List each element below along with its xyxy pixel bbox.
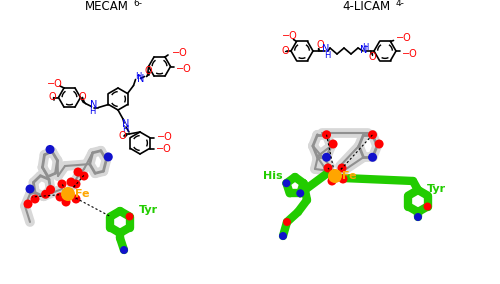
Text: O: O <box>144 66 152 76</box>
Circle shape <box>324 164 332 172</box>
Text: O: O <box>316 40 324 50</box>
Circle shape <box>56 193 64 202</box>
Text: N: N <box>322 44 330 54</box>
Text: −O: −O <box>156 145 172 154</box>
Text: −O: −O <box>176 64 192 74</box>
Circle shape <box>72 179 80 189</box>
Text: H: H <box>136 72 141 81</box>
Circle shape <box>26 185 35 193</box>
Circle shape <box>74 168 82 176</box>
Text: N: N <box>360 45 368 55</box>
Text: H: H <box>90 107 96 116</box>
Circle shape <box>104 153 113 161</box>
Circle shape <box>414 213 422 221</box>
Text: O: O <box>281 46 289 56</box>
Text: −O: −O <box>156 131 172 141</box>
Text: 6-: 6- <box>133 0 142 7</box>
Circle shape <box>296 189 304 197</box>
Circle shape <box>282 179 290 187</box>
Circle shape <box>279 232 287 240</box>
Circle shape <box>80 172 88 181</box>
Text: H: H <box>324 51 330 60</box>
Circle shape <box>328 139 338 149</box>
Circle shape <box>120 246 128 254</box>
Text: O: O <box>48 93 56 103</box>
Circle shape <box>61 187 75 201</box>
Text: MECAM: MECAM <box>85 0 129 12</box>
Text: O: O <box>368 52 376 62</box>
Text: N: N <box>137 74 144 85</box>
Circle shape <box>24 199 32 208</box>
Circle shape <box>424 202 432 210</box>
Circle shape <box>46 185 55 194</box>
Circle shape <box>328 169 342 183</box>
Circle shape <box>30 195 40 204</box>
Circle shape <box>126 212 134 220</box>
Text: O: O <box>78 91 86 101</box>
Text: Fe: Fe <box>75 189 89 199</box>
Text: H: H <box>362 43 368 51</box>
Circle shape <box>62 197 70 206</box>
Text: H: H <box>122 124 128 133</box>
Circle shape <box>322 153 331 162</box>
Text: Tyr: Tyr <box>138 205 158 215</box>
Text: His: His <box>263 171 283 181</box>
Text: Tyr: Tyr <box>426 184 446 194</box>
Circle shape <box>338 174 347 183</box>
Text: N: N <box>90 101 97 110</box>
Text: 4-LICAM: 4-LICAM <box>342 0 390 12</box>
Circle shape <box>328 176 336 185</box>
Text: Fe: Fe <box>342 171 356 181</box>
Circle shape <box>338 164 346 172</box>
Circle shape <box>58 179 66 189</box>
Text: −O: −O <box>172 48 188 58</box>
Text: N: N <box>122 119 130 129</box>
Circle shape <box>374 139 384 149</box>
Text: 4-: 4- <box>396 0 405 7</box>
Text: O: O <box>118 131 126 141</box>
Circle shape <box>368 153 377 162</box>
Text: −O: −O <box>402 49 418 59</box>
Circle shape <box>66 178 76 187</box>
Circle shape <box>46 145 54 154</box>
Circle shape <box>368 130 377 139</box>
Circle shape <box>72 195 80 204</box>
Text: −O: −O <box>282 32 298 41</box>
Text: −O: −O <box>396 34 411 43</box>
Text: −O: −O <box>47 79 63 89</box>
Circle shape <box>283 218 291 226</box>
Circle shape <box>41 190 50 199</box>
Circle shape <box>322 130 331 139</box>
